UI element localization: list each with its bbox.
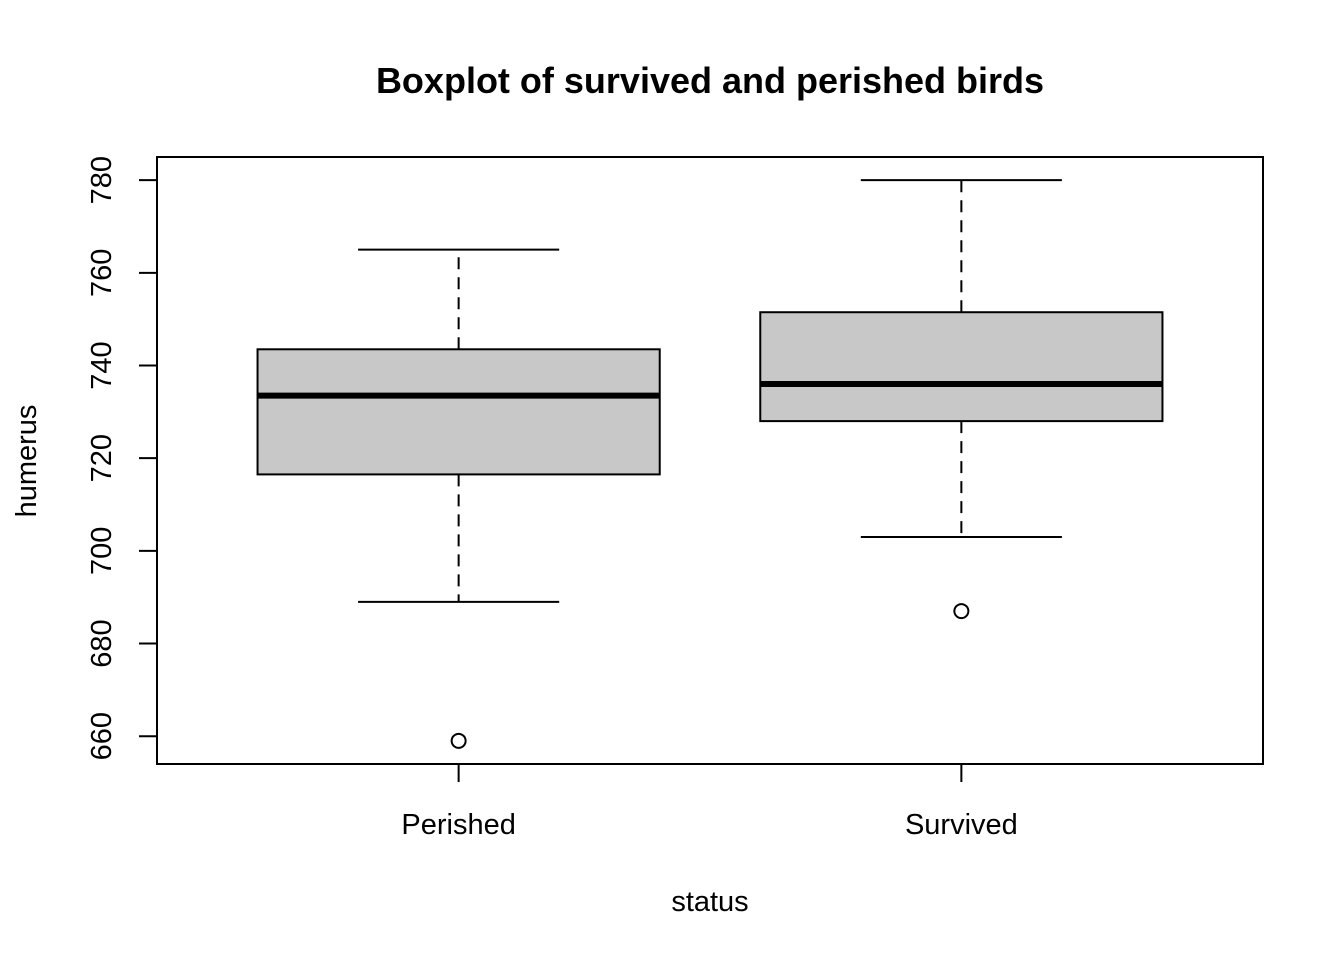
outlier-point — [450, 732, 467, 749]
x-axis-label: status — [671, 886, 748, 918]
y-tick-label: 780 — [86, 156, 118, 204]
y-tick-label: 760 — [86, 249, 118, 297]
outlier-point — [953, 603, 970, 620]
y-tick-label: 740 — [86, 341, 118, 389]
y-axis-label: humerus — [11, 405, 43, 518]
chart-title: Boxplot of survived and perished birds — [376, 60, 1044, 101]
box-group-perished — [256, 248, 661, 749]
iqr-box — [759, 311, 1164, 423]
box-group-survived — [759, 179, 1164, 620]
y-tick-label: 660 — [86, 712, 118, 760]
iqr-box — [256, 348, 661, 476]
y-axis: 660 680 700 720 740 760 780 — [86, 156, 158, 760]
y-tick-label: 700 — [86, 527, 118, 575]
x-tick-label: Survived — [905, 809, 1018, 841]
boxes — [256, 179, 1164, 749]
y-tick-label: 680 — [86, 619, 118, 667]
y-tick-label: 720 — [86, 434, 118, 482]
x-tick-label: Perished — [401, 809, 515, 841]
x-axis: Perished Survived — [401, 764, 1018, 841]
